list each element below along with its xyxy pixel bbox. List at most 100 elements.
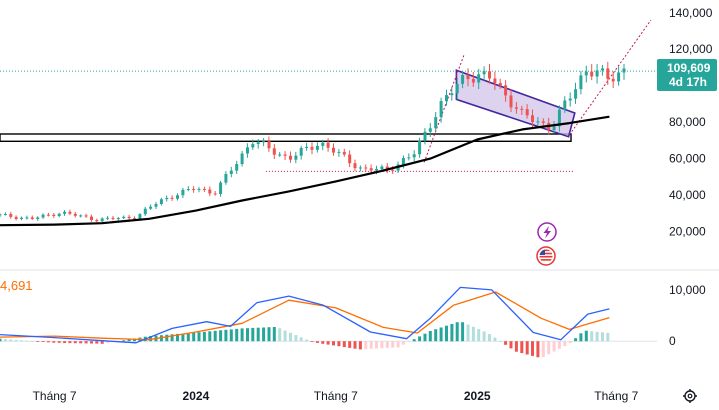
candle[interactable] [358,165,362,172]
candle[interactable] [41,213,45,219]
candle[interactable] [229,166,233,178]
macd-line[interactable] [0,286,610,344]
candle[interactable] [176,193,179,201]
histogram-bar[interactable] [229,329,233,342]
candle[interactable] [154,202,158,209]
candle[interactable] [305,142,309,151]
candle[interactable] [536,117,540,126]
candle[interactable] [46,212,50,217]
candle[interactable] [568,92,572,107]
histogram-bar[interactable] [391,341,395,348]
histogram-bar[interactable] [375,341,378,349]
histogram-bar[interactable] [412,339,416,342]
candle[interactable] [272,144,276,159]
histogram-bar[interactable] [509,341,513,349]
histogram-bar[interactable] [342,341,346,348]
candle[interactable] [84,213,88,218]
moving-average-line[interactable] [0,115,610,227]
histogram-bar[interactable] [369,341,373,349]
histogram-bar[interactable] [326,341,330,345]
candle[interactable] [170,195,174,201]
candle[interactable] [466,68,470,87]
candle[interactable] [283,151,287,160]
histogram-bar[interactable] [0,338,2,342]
projection-line-left[interactable] [423,54,465,163]
candle[interactable] [493,71,497,90]
candle[interactable] [52,213,56,218]
candle[interactable] [606,61,610,85]
candle[interactable] [235,160,239,174]
candle[interactable] [552,121,556,134]
histogram-bar[interactable] [380,341,384,349]
histogram-bar[interactable] [246,328,249,342]
candle[interactable] [3,212,7,216]
histogram-bar[interactable] [176,333,179,342]
candle[interactable] [90,214,93,222]
histogram-bar[interactable] [482,331,486,342]
histogram-bar[interactable] [256,327,260,342]
candle[interactable] [579,71,583,95]
candle[interactable] [369,164,373,173]
candle[interactable] [251,139,255,150]
histogram-bar[interactable] [590,331,594,342]
histogram-bar[interactable] [208,331,212,342]
histogram-bar[interactable] [358,341,362,350]
candle[interactable] [149,204,153,211]
histogram-bar[interactable] [315,341,319,343]
histogram-bar[interactable] [267,327,271,342]
candle[interactable] [0,213,2,218]
candle[interactable] [20,216,23,221]
candle[interactable] [165,195,169,202]
candle[interactable] [197,187,201,193]
histogram-bar[interactable] [525,341,529,355]
histogram-bar[interactable] [197,332,201,342]
macd-axis[interactable]: 10,000 0 [669,283,706,348]
settings-gear-icon[interactable] [683,389,697,403]
histogram-bar[interactable] [165,334,169,342]
histogram-bar[interactable] [407,341,411,342]
histogram-bar[interactable] [563,341,567,347]
histogram-bar[interactable] [477,329,481,342]
histogram-bar[interactable] [251,327,255,342]
histogram-bar[interactable] [9,339,13,342]
histogram-bar[interactable] [3,339,7,342]
histogram-bar[interactable] [488,334,491,342]
histogram-bar[interactable] [450,324,454,342]
histogram-bar[interactable] [127,339,131,342]
candle[interactable] [557,105,561,132]
candle[interactable] [617,66,621,86]
candle[interactable] [106,216,110,220]
histogram-bar[interactable] [579,333,583,342]
candle[interactable] [407,153,411,161]
candle[interactable] [590,64,594,81]
candle[interactable] [246,143,249,158]
histogram-bar[interactable] [100,341,104,344]
histogram-bar[interactable] [493,337,497,342]
candle[interactable] [111,216,115,221]
histogram-bar[interactable] [186,333,190,342]
histogram-bar[interactable] [63,341,67,343]
candle[interactable] [337,149,341,157]
time-axis[interactable]: Tháng 7 2024 Tháng 7 2025 Tháng 7 [33,389,639,403]
candle[interactable] [574,82,578,104]
histogram-bar[interactable] [514,341,518,352]
candle[interactable] [423,128,427,145]
histogram-bar[interactable] [224,329,228,342]
histogram-bar[interactable] [294,335,298,342]
macd-pane[interactable] [0,286,657,358]
histogram-bar[interactable] [385,341,389,348]
histogram-bar[interactable] [36,341,40,342]
histogram-bar[interactable] [396,341,400,348]
histogram-bar[interactable] [272,327,276,342]
candle[interactable] [208,186,212,197]
histogram-bar[interactable] [219,330,223,342]
histogram-bar[interactable] [353,341,357,349]
candle[interactable] [321,139,325,151]
histogram-bar[interactable] [289,332,292,342]
candle[interactable] [73,212,77,218]
candle[interactable] [342,148,346,157]
candle[interactable] [450,86,454,101]
candle[interactable] [202,186,206,192]
candle[interactable] [181,187,185,198]
